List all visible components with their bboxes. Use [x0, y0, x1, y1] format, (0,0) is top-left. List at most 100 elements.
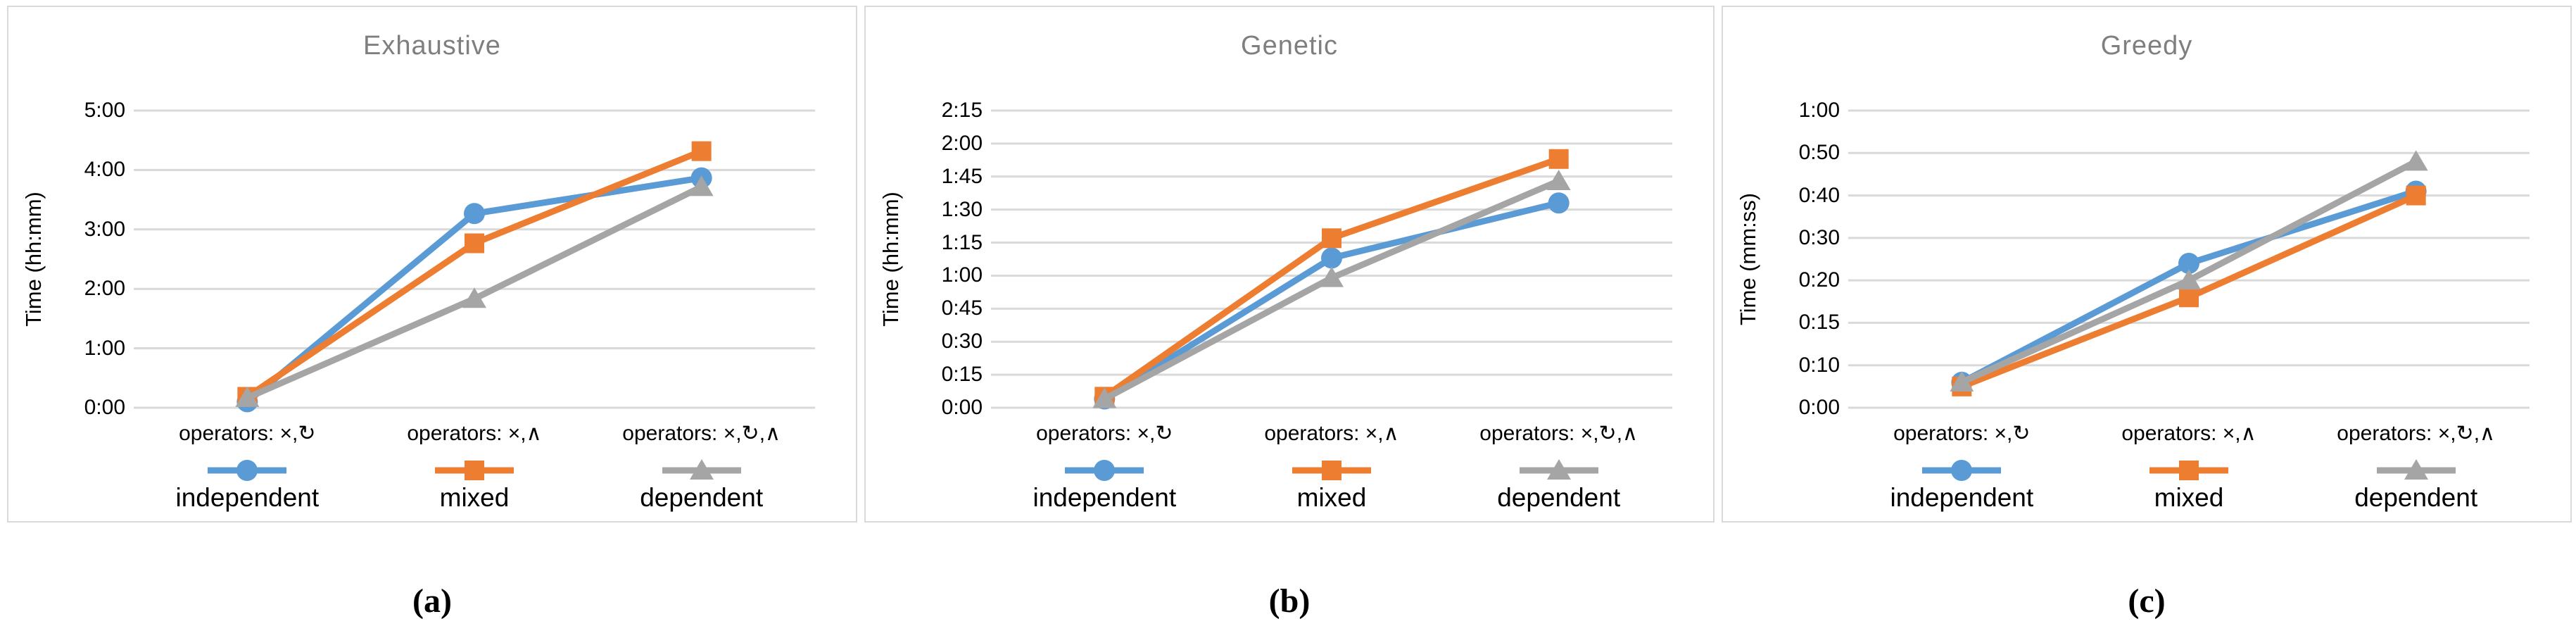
legend-label: mixed — [1296, 483, 1367, 512]
circle-marker — [1321, 247, 1342, 269]
x-category-label: operators: ×,↻ — [179, 422, 316, 445]
legend-marker-mixed — [435, 461, 514, 480]
x-category-labels: operators: ×,↻ operators: ×,∧ operators: ×… — [866, 7, 1713, 521]
caption-c: (c) — [1722, 582, 2572, 620]
legend: independent mixed dependent — [8, 7, 856, 521]
legend-marker-mixed — [1292, 461, 1371, 480]
circle-marker — [1094, 460, 1116, 481]
y-tick-label: 4:00 — [84, 158, 125, 182]
triangle-marker — [1092, 387, 1117, 408]
legend-marker-independent — [1922, 460, 2002, 481]
legend: independent mixed dependent — [866, 7, 1713, 521]
square-marker — [2406, 185, 2426, 206]
triangle-marker — [2404, 150, 2428, 171]
triangle-marker — [1546, 459, 1571, 480]
caption-b: (b) — [864, 582, 1715, 620]
caption-a: (a) — [7, 582, 857, 620]
legend-marker-independent — [1065, 460, 1144, 481]
circle-marker — [236, 460, 258, 481]
y-tick-label: 1:30 — [941, 197, 983, 221]
y-tick-label: 1:45 — [941, 164, 983, 188]
legend: independent mixed dependent — [1723, 7, 2570, 521]
x-category-label: operators: ×,↻ — [1893, 422, 2031, 445]
y-tick-label: 1:00 — [84, 336, 125, 360]
x-category-label: operators: ×,∧ — [407, 422, 542, 445]
y-tick-label: 0:30 — [941, 330, 983, 354]
caption-text: (c) — [2128, 582, 2166, 620]
legend-marker-independent — [208, 460, 287, 481]
legend-label: mixed — [439, 483, 510, 512]
square-marker — [465, 233, 484, 254]
y-tick-label: 0:30 — [1798, 225, 1840, 249]
legend-label: mixed — [2154, 483, 2224, 512]
chart-panel-a: Exhaustive Time (hh:mm) 0:00 1:00 2:00 3:00… — [7, 0, 857, 638]
y-tick-label: 3:00 — [84, 217, 125, 241]
chart-title: Genetic — [1241, 31, 1338, 61]
y-tick-label: 1:15 — [941, 230, 983, 254]
square-marker — [1322, 228, 1341, 249]
x-category-labels: operators: ×,↻ operators: ×,∧ operators: ×… — [1723, 7, 2570, 521]
y-tick-label: 5:00 — [84, 99, 125, 122]
y-tick-label: 0:20 — [1798, 268, 1840, 292]
caption-text: (b) — [1268, 582, 1311, 620]
x-category-label: operators: ×,↻,∧ — [2337, 422, 2495, 445]
y-tick-label: 0:00 — [1798, 396, 1840, 419]
plot-svg — [134, 109, 815, 413]
triangle-marker — [1950, 370, 1974, 392]
x-category-labels: operators: ×,↻ operators: ×,∧ operators: ×… — [8, 7, 856, 521]
square-marker — [691, 141, 712, 161]
legend-marker-dependent — [2376, 459, 2456, 480]
chart-title: Greedy — [2100, 31, 2193, 61]
triangle-marker — [1320, 266, 1344, 287]
y-tick-label: 2:00 — [84, 277, 125, 301]
triangle-marker — [235, 386, 260, 407]
y-tick-label: 0:00 — [84, 396, 125, 419]
y-tick-label: 0:15 — [941, 363, 983, 387]
x-category-label: operators: ×,↻,∧ — [622, 422, 781, 445]
x-category-label: operators: ×,∧ — [2121, 422, 2256, 445]
legend-label: independent — [175, 483, 320, 512]
x-category-label: operators: ×,∧ — [1264, 422, 1399, 445]
x-category-label: operators: ×,↻,∧ — [1479, 422, 1638, 445]
plot-svg — [1848, 109, 2530, 409]
square-marker — [2179, 461, 2199, 480]
legend-label: dependent — [1497, 483, 1621, 512]
circle-marker — [2178, 253, 2199, 275]
triangle-marker — [462, 287, 486, 308]
y-tick-label: 0:10 — [1798, 353, 1840, 377]
square-marker — [1548, 149, 1569, 169]
y-tick-label: 2:00 — [941, 131, 983, 155]
chart-genetic: Genetic Time (hh:mm) 0:00 0:15 0:30 0:45 1:0… — [864, 6, 1715, 523]
x-category-label: operators: ×,↻ — [1036, 422, 1173, 445]
circle-marker — [1951, 460, 1973, 481]
legend-marker-dependent — [1519, 459, 1598, 480]
triangle-marker — [1546, 170, 1571, 191]
y-tick-label: 0:45 — [941, 296, 983, 320]
chart-panel-b: Genetic Time (hh:mm) 0:00 0:15 0:30 0:45 1:0… — [864, 0, 1715, 638]
triangle-marker — [2404, 459, 2428, 480]
circle-marker — [464, 203, 485, 225]
legend-marker-mixed — [2149, 461, 2228, 480]
legend-marker-dependent — [662, 459, 741, 480]
chart-title: Exhaustive — [363, 31, 501, 61]
triangle-marker — [2177, 269, 2201, 290]
y-tick-labels: 0:00 0:10 0:15 0:20 0:30 0:40 0:50 1:00 — [1723, 7, 2570, 521]
square-marker — [2179, 287, 2199, 308]
y-tick-label: 1:00 — [941, 263, 983, 287]
y-tick-label: 0:15 — [1798, 311, 1840, 334]
legend-label: independent — [1890, 483, 2034, 512]
triangle-marker — [689, 175, 714, 196]
y-tick-labels: 0:00 0:15 0:30 0:45 1:00 1:15 1:30 1:45 2:00 2:15 — [866, 7, 1713, 521]
y-tick-label: 0:00 — [941, 396, 983, 419]
caption-text: (a) — [412, 582, 452, 620]
plot-svg — [991, 109, 1672, 410]
square-marker — [1322, 461, 1341, 480]
y-tick-label: 0:50 — [1798, 141, 1840, 165]
legend-label: dependent — [2354, 483, 2478, 512]
legend-label: dependent — [640, 483, 764, 512]
chart-panel-c: Greedy Time (mm:ss) 0:00 0:10 0:15 0:20 0:30… — [1722, 0, 2572, 638]
square-marker — [465, 461, 484, 480]
chart-exhaustive: Exhaustive Time (hh:mm) 0:00 1:00 2:00 3:00… — [7, 6, 857, 523]
legend-label: independent — [1033, 483, 1177, 512]
